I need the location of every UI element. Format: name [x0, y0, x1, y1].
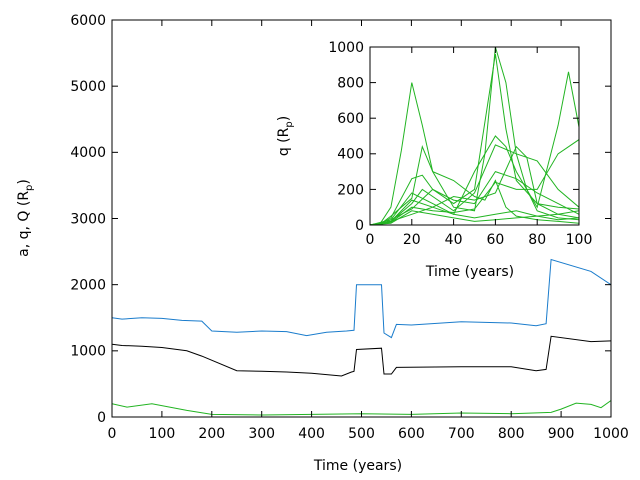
- main-y-tick-label: 6000: [70, 13, 106, 29]
- inset-series-line-10: [370, 199, 579, 225]
- main-y-tick-label: 0: [97, 410, 106, 426]
- main-series-line-1: [112, 258, 611, 339]
- inset-y-axis-label: q (Rp): [276, 116, 295, 156]
- main-x-tick-label: 200: [198, 426, 225, 442]
- main-x-tick-label: 600: [398, 426, 425, 442]
- main-y-axis-label-close: ): [16, 179, 32, 184]
- main-x-tick-label: 500: [348, 426, 375, 442]
- main-y-tick-label: 2000: [70, 278, 106, 294]
- main-x-tick-label: 700: [448, 426, 475, 442]
- inset-x-tick-label: 40: [445, 232, 463, 248]
- inset-y-tick-label: 400: [337, 147, 364, 163]
- main-plot-frame: [111, 19, 612, 418]
- main-x-tick-label: 400: [298, 426, 325, 442]
- inset-x-tick-label: 100: [566, 232, 593, 248]
- inset-plot-frame: [369, 46, 580, 226]
- main-x-tick-label: 300: [248, 426, 275, 442]
- main-y-tick-label: 1000: [70, 344, 106, 360]
- inset-y-axis-label-close: ): [276, 116, 292, 121]
- main-plot-ticks: 0 100 200 300 400 500 600 700 800 900 100001000200…: [70, 13, 628, 442]
- inset-y-axis-label-text: q (R: [276, 127, 292, 156]
- main-y-axis-label-text: a, q, Q (R: [16, 191, 32, 257]
- inset-series-line-6: [370, 210, 579, 225]
- main-x-tick-label: 900: [548, 426, 575, 442]
- inset-y-axis-label-sub: p: [284, 121, 295, 127]
- main-x-tick-label: 1000: [593, 426, 629, 442]
- main-y-axis-label-sub: p: [24, 185, 35, 191]
- inset-y-tick-label: 200: [337, 182, 364, 198]
- inset-x-tick-label: 0: [366, 232, 375, 248]
- inset-series-line-2: [370, 47, 579, 225]
- inset-plot-series: [370, 47, 579, 225]
- inset-y-tick-label: 0: [355, 218, 364, 234]
- main-y-tick-label: 3000: [70, 211, 106, 227]
- inset-series-line-9: [370, 139, 579, 225]
- main-y-axis-label: a, q, Q (Rp): [16, 179, 35, 257]
- inset-y-tick-label: 600: [337, 111, 364, 127]
- inset-x-axis-label: Time (years): [425, 264, 514, 280]
- inset-series-line-4: [370, 71, 579, 225]
- inset-x-tick-label: 20: [403, 232, 421, 248]
- inset-series-line-8: [370, 145, 579, 225]
- main-y-tick-label: 4000: [70, 145, 106, 161]
- main-x-tick-label: 0: [108, 426, 117, 442]
- main-series-line-2: [112, 335, 611, 377]
- inset-x-tick-label: 80: [528, 232, 546, 248]
- inset-y-tick-label: 1000: [328, 40, 364, 56]
- inset-background: [370, 47, 579, 225]
- inset-series-line-3: [370, 54, 579, 225]
- main-x-tick-label: 800: [498, 426, 525, 442]
- main-y-tick-label: 5000: [70, 79, 106, 95]
- main-x-tick-label: 100: [149, 426, 176, 442]
- inset-series-line-1: [370, 82, 579, 225]
- inset-x-tick-label: 60: [486, 232, 504, 248]
- inset-y-tick-label: 800: [337, 76, 364, 92]
- main-x-axis-label: Time (years): [313, 458, 402, 474]
